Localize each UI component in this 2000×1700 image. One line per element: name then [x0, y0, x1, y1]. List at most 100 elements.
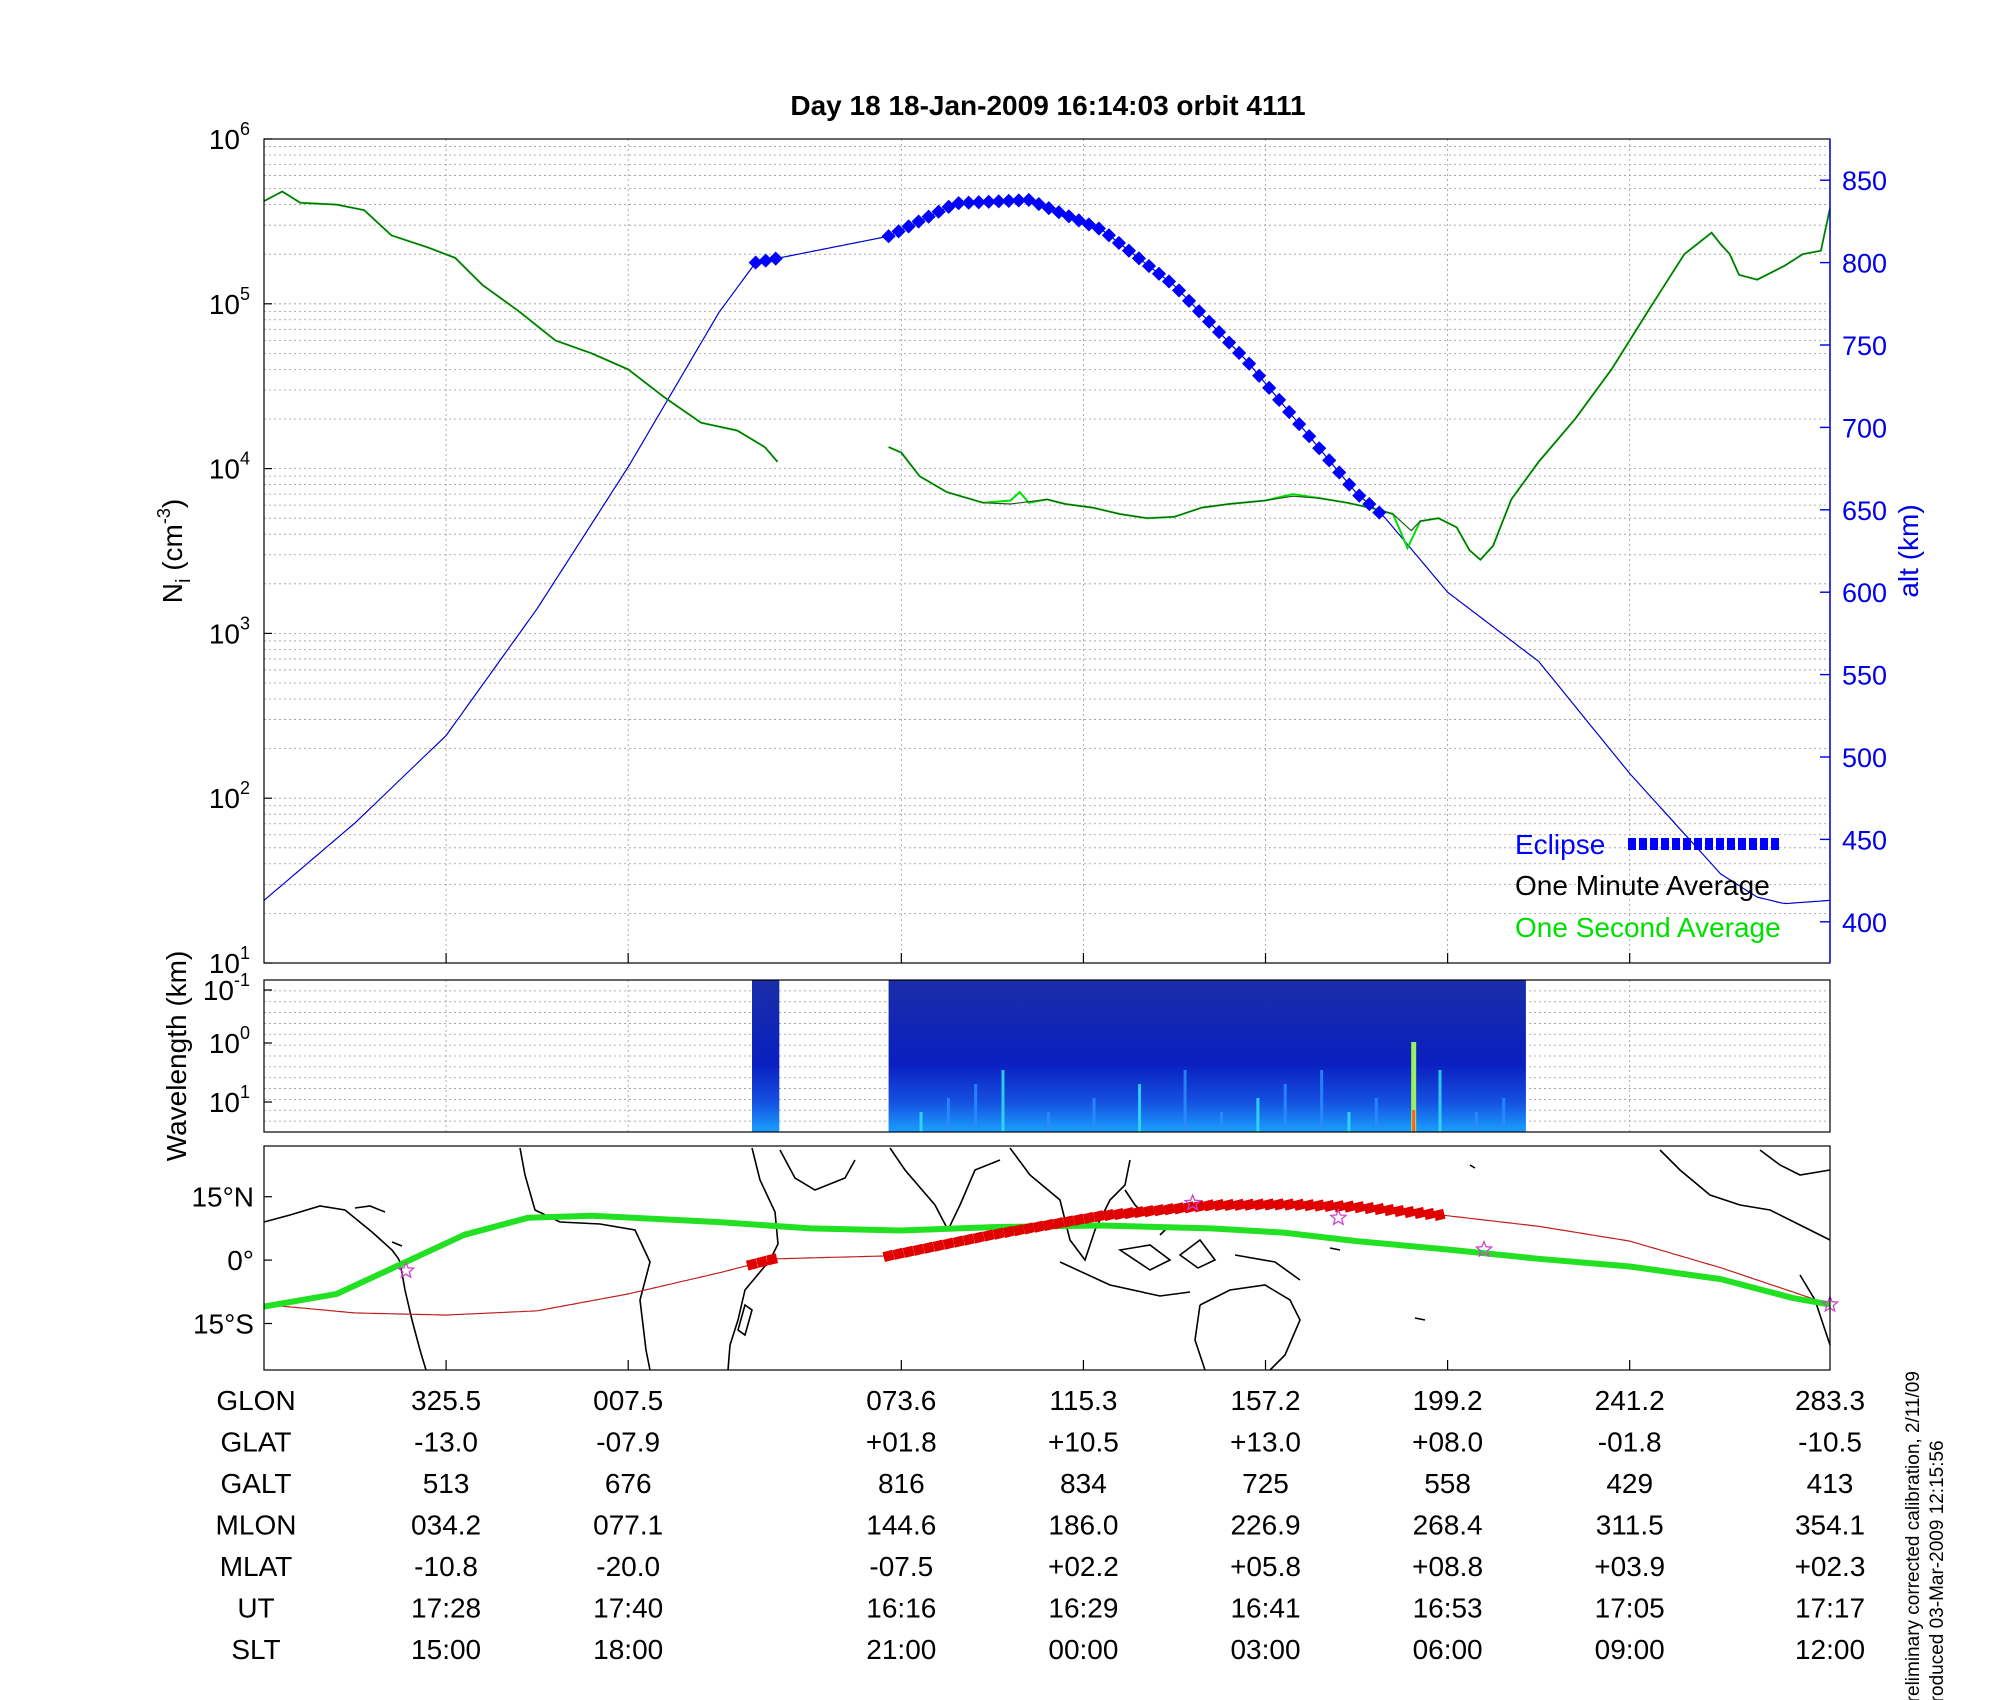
table-cell: 034.2: [411, 1510, 481, 1541]
eclipse-marker: [1101, 228, 1116, 243]
table-cell: 429: [1606, 1468, 1653, 1499]
eclipse-track-marker: [1082, 1211, 1095, 1225]
eclipse-marker: [1151, 266, 1167, 281]
eclipse-track-marker: [952, 1235, 965, 1248]
eclipse-marker: [1332, 465, 1347, 480]
table-cell: -10.5: [1798, 1427, 1862, 1458]
map-lat-ticks: 15°N 0° 15°S: [191, 1182, 272, 1340]
table-cell: +05.8: [1230, 1551, 1301, 1582]
table-cell: 12:00: [1795, 1634, 1865, 1665]
density-plot-area: [264, 139, 1830, 963]
tick-exponent: 6: [240, 119, 250, 139]
one-minute-average-line: [263, 190, 1831, 561]
tick-exponent: 1: [240, 1082, 250, 1102]
map-lat-tick-label: 15°N: [191, 1182, 254, 1213]
eclipse-track-marker: [962, 1233, 975, 1246]
eclipse-track-marker: [1253, 1198, 1266, 1211]
eclipse-marker: [1262, 380, 1277, 395]
table-cell: -10.8: [414, 1551, 478, 1582]
eclipse-marker: [1121, 243, 1137, 258]
eclipse-track-marker: [1293, 1198, 1306, 1211]
left-axis-tick-label: 106: [209, 119, 250, 155]
map-frame: [263, 1145, 1831, 1371]
spectrogram-block: [888, 980, 1526, 1132]
table-cell: 226.9: [1230, 1510, 1300, 1541]
eclipse-marker: [1362, 497, 1377, 512]
position-star-marker: [396, 1260, 416, 1279]
table-cell: -20.0: [596, 1551, 660, 1582]
right-axis-label: alt (km): [1893, 504, 1924, 597]
table-cell: 311.5: [1596, 1510, 1664, 1541]
spectrogram-streak: [1047, 1112, 1050, 1132]
spectrogram-streak: [1502, 1098, 1506, 1132]
eclipse-track-marker: [1283, 1198, 1296, 1211]
spectrogram-streak: [1183, 1070, 1187, 1132]
eclipse-track-marker: [1373, 1203, 1386, 1216]
eclipse-track-marker: [1383, 1203, 1396, 1217]
table-cell: 725: [1242, 1468, 1289, 1499]
eclipse-marker: [1242, 356, 1257, 371]
right-axis-tick-label: 650: [1842, 496, 1887, 526]
eclipse-track-marker: [992, 1227, 1005, 1240]
eclipse-track-marker: [1303, 1199, 1316, 1212]
spectrogram-streak: [1283, 1084, 1287, 1132]
position-star-marker: [1329, 1208, 1348, 1226]
coast-australia: [1194, 1284, 1301, 1371]
tick-base: 10: [209, 783, 240, 814]
table-cell: 06:00: [1413, 1634, 1483, 1665]
density-series: [263, 190, 1831, 905]
legend-one-minute-label: One Minute Average: [1515, 870, 1770, 901]
eclipse-track-marker: [902, 1245, 915, 1258]
table-cell: 513: [423, 1468, 470, 1499]
eclipse-track-marker: [932, 1239, 945, 1252]
eclipse-track-marker: [755, 1255, 769, 1268]
eclipse-track-marker: [1423, 1207, 1436, 1221]
table-cell: 354.1: [1795, 1510, 1865, 1541]
coast-arabia: [779, 1149, 856, 1191]
eclipse-marker: [1161, 274, 1177, 289]
spectrogram-streak: [919, 1112, 923, 1132]
table-cell: 115.3: [1049, 1385, 1117, 1416]
table-cell: -07.9: [596, 1427, 660, 1458]
right-axis-ticks: 400 450 500 550 600 650 700 750 800 850: [1820, 166, 1887, 938]
eclipse-marker: [1131, 251, 1147, 266]
eclipse-track-marker: [1152, 1204, 1166, 1217]
eclipse-track-marker: [1002, 1225, 1015, 1238]
eclipse-track-marker: [1052, 1217, 1065, 1230]
eclipse-track-marker: [1203, 1199, 1216, 1212]
left-axis-tick-label: 104: [209, 449, 250, 485]
right-axis-tick-label: 550: [1842, 661, 1887, 691]
eclipse-track-marker: [942, 1237, 955, 1250]
table-cell: 199.2: [1413, 1385, 1483, 1416]
spectrogram-streak: [1001, 1070, 1005, 1132]
tick-exponent: -1: [234, 970, 250, 990]
table-cell: 073.6: [866, 1385, 936, 1416]
coast-pacific-islands: [1329, 1164, 1476, 1321]
eclipse-track-marker: [982, 1229, 995, 1242]
eclipse-track-marker: [1403, 1205, 1416, 1219]
coast-south-america: [263, 1205, 427, 1371]
right-axis-tick-label: 450: [1842, 825, 1887, 855]
map-lat-tick-label: 0°: [227, 1245, 254, 1276]
eclipse-track-marker: [922, 1241, 935, 1254]
table-cell: 09:00: [1595, 1634, 1665, 1665]
table-cell: 241.2: [1595, 1385, 1665, 1416]
right-axis-tick-label: 750: [1842, 331, 1887, 361]
eclipse-marker: [1302, 429, 1317, 444]
coast-caribbean: [354, 1205, 403, 1247]
eclipse-track-marker: [1022, 1222, 1035, 1235]
table-cell: 21:00: [866, 1634, 936, 1665]
eclipse-marker: [768, 251, 783, 266]
eclipse-track-marker: [1243, 1198, 1256, 1211]
table-cell: 17:17: [1795, 1593, 1865, 1624]
eclipse-track-marker: [1363, 1202, 1376, 1215]
eclipse-marker: [1252, 368, 1267, 383]
spectrogram-y-tick-label: 101: [209, 1082, 250, 1118]
table-cell: +08.0: [1412, 1427, 1483, 1458]
left-axis-tick-label: 105: [209, 284, 250, 320]
chart-title: Day 18 18-Jan-2009 16:14:03 orbit 4111: [790, 90, 1305, 121]
eclipse-marker: [921, 209, 936, 224]
eclipse-marker: [1171, 283, 1187, 298]
spectrogram-block: [752, 980, 780, 1132]
